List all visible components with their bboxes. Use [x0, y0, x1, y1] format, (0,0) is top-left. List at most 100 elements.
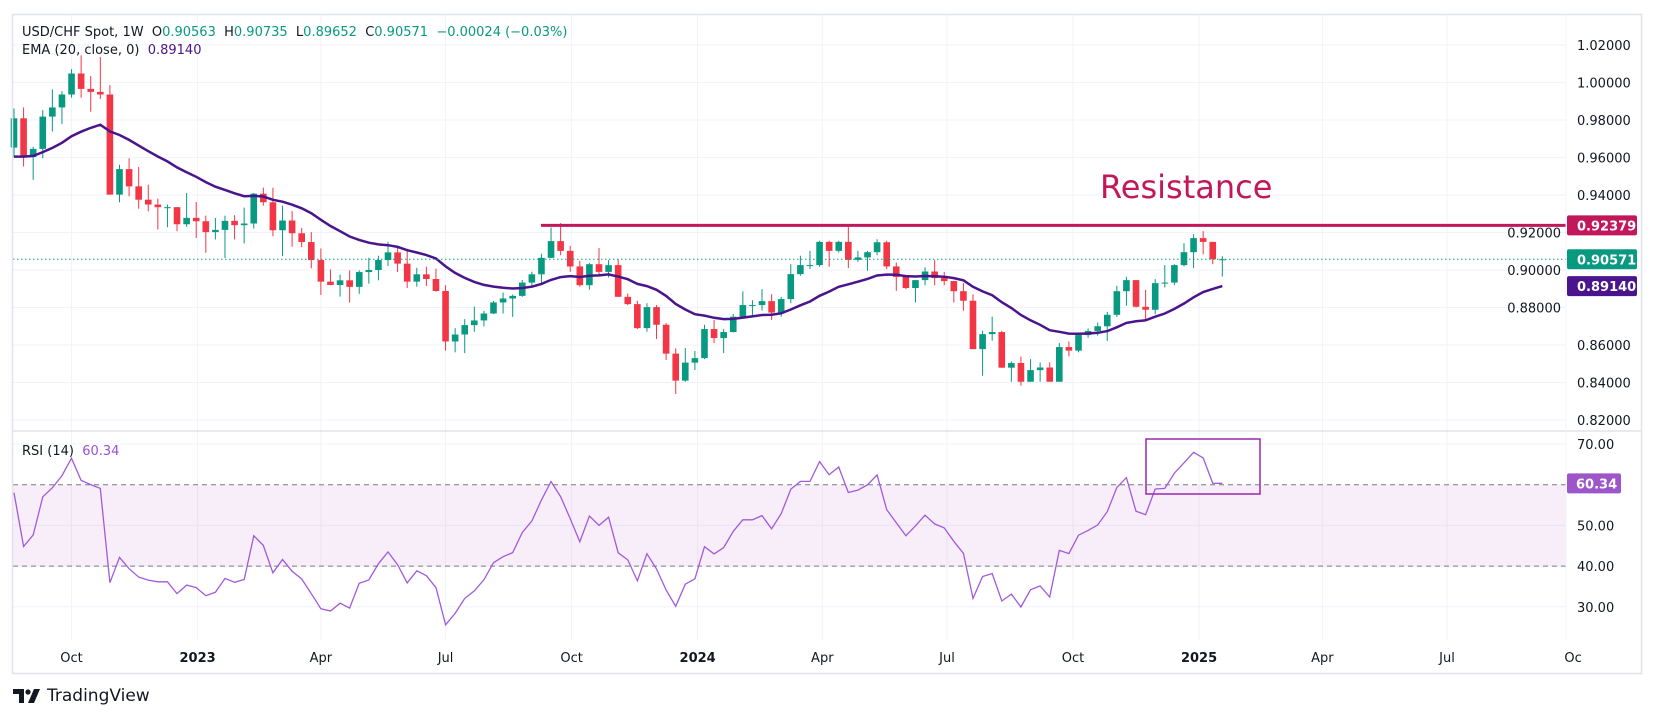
candle-body — [116, 169, 123, 195]
high-label: H — [224, 25, 234, 40]
candle-body — [403, 263, 411, 282]
tradingview-logo[interactable]: TradingView — [13, 686, 150, 706]
high-value: 0.90735 — [233, 25, 288, 40]
candle-body — [221, 220, 229, 230]
candle-body — [797, 265, 804, 275]
candle-body — [490, 302, 497, 314]
candle-body — [1113, 291, 1121, 315]
candle-body — [432, 279, 440, 291]
price-tick-label: 0.88000 — [1507, 302, 1561, 317]
chart-frame — [11, 13, 1643, 675]
ema-badge-text: 0.89140 — [1577, 280, 1636, 295]
candle-body — [547, 241, 555, 258]
candle-body — [509, 295, 516, 299]
candle-body — [480, 313, 488, 321]
rsi-band-fill — [13, 484, 1566, 567]
ema-label[interactable]: EMA (20, close, 0) — [22, 43, 140, 58]
candle-body — [183, 217, 190, 225]
candle-body — [614, 265, 622, 297]
candle-body — [20, 118, 27, 158]
candle-body — [58, 94, 66, 108]
candle-body — [777, 299, 785, 313]
price-tick-label: 1.00000 — [1577, 77, 1631, 92]
candle-body — [749, 305, 756, 307]
time-tick-label: Oct — [1062, 651, 1084, 666]
candle-body — [988, 332, 996, 335]
resistance-label: Resistance — [1100, 168, 1272, 206]
candle-body — [269, 202, 277, 231]
candle-body — [1027, 370, 1034, 382]
candle-body — [682, 362, 689, 381]
candle-body — [442, 291, 449, 342]
candle-body — [892, 266, 900, 277]
candle-body — [758, 301, 766, 306]
candle-body — [279, 220, 286, 231]
candle-body — [845, 241, 852, 260]
candle-body — [365, 270, 373, 273]
candle-body — [461, 325, 469, 335]
time-tick-label: Oc — [1564, 651, 1581, 666]
price-tick-label: 0.86000 — [1577, 339, 1631, 354]
candle-body — [605, 265, 612, 272]
candle-body — [298, 233, 305, 243]
time-tick-label: 2025 — [1181, 651, 1217, 666]
candle-body — [1017, 363, 1025, 382]
candle-body — [1075, 335, 1082, 351]
last-price-badge-text: 0.90571 — [1577, 253, 1636, 268]
time-tick-label: Jul — [938, 651, 955, 666]
rsi-axis[interactable]: 70.00 50.00 40.00 30.00 — [1577, 438, 1614, 616]
candle-body — [1180, 252, 1188, 266]
candle-body — [154, 204, 162, 208]
rsi-label[interactable]: RSI (14) — [22, 444, 74, 459]
time-tick-label: 2024 — [680, 651, 716, 666]
candle-body — [240, 223, 248, 226]
candle-body — [634, 304, 641, 329]
symbol-title[interactable]: USD/CHF Spot, 1W — [22, 25, 144, 40]
candle-body — [144, 199, 152, 205]
candle-body — [212, 229, 219, 233]
candle-body — [883, 242, 890, 267]
candle-body — [202, 221, 210, 233]
candle-body — [327, 281, 334, 285]
candle-body — [662, 324, 670, 354]
time-axis[interactable]: Oct 2023 Apr Jul Oct 2024 Apr Jul Oct 2025 Apr Jul O… — [60, 651, 1581, 666]
time-tick-label: Oct — [560, 651, 582, 666]
candles — [10, 55, 1226, 394]
price-tick-label: 1.02000 — [1577, 39, 1631, 54]
price-axis[interactable]: 1.02000 1.00000 0.98000 0.96000 0.94000 0.920… — [1507, 39, 1631, 429]
change-value: −0.00024 (−0.03%) — [436, 25, 568, 40]
candle-body — [1132, 280, 1140, 307]
candle-body — [835, 241, 843, 251]
price-tick-label: 0.90000 — [1507, 264, 1561, 279]
rsi-tick-label: 50.00 — [1577, 519, 1614, 534]
candle-body — [1065, 347, 1073, 351]
candle-body — [1123, 280, 1130, 292]
tradingview-logo-icon — [13, 689, 40, 703]
time-tick-label: Apr — [811, 651, 834, 666]
candle-body — [451, 334, 459, 342]
candle-body — [643, 307, 651, 329]
ema-value: 0.89140 — [147, 43, 202, 58]
legend-ema: EMA (20, close, 0) 0.89140 — [22, 43, 201, 58]
resistance-badge-text: 0.92379 — [1577, 219, 1636, 234]
candle-body — [68, 73, 75, 95]
candle-body — [173, 207, 181, 225]
candle-body — [413, 274, 421, 282]
candle-body — [1199, 238, 1207, 242]
candle-body — [97, 91, 104, 95]
candle-body — [557, 241, 564, 251]
resistance-badge — [1567, 215, 1637, 236]
candle-body — [595, 264, 603, 272]
rsi-tick-label: 40.00 — [1577, 560, 1614, 575]
rsi-value: 60.34 — [82, 444, 120, 459]
candle-body — [653, 307, 660, 325]
candle-body — [854, 257, 862, 260]
low-value: 0.89652 — [303, 25, 357, 40]
candle-body — [192, 217, 200, 222]
candle-body — [979, 334, 986, 350]
time-tick-label: Oct — [60, 651, 82, 666]
candle-body — [1056, 347, 1063, 382]
candle-body — [346, 280, 353, 287]
candle-body — [1171, 265, 1178, 283]
